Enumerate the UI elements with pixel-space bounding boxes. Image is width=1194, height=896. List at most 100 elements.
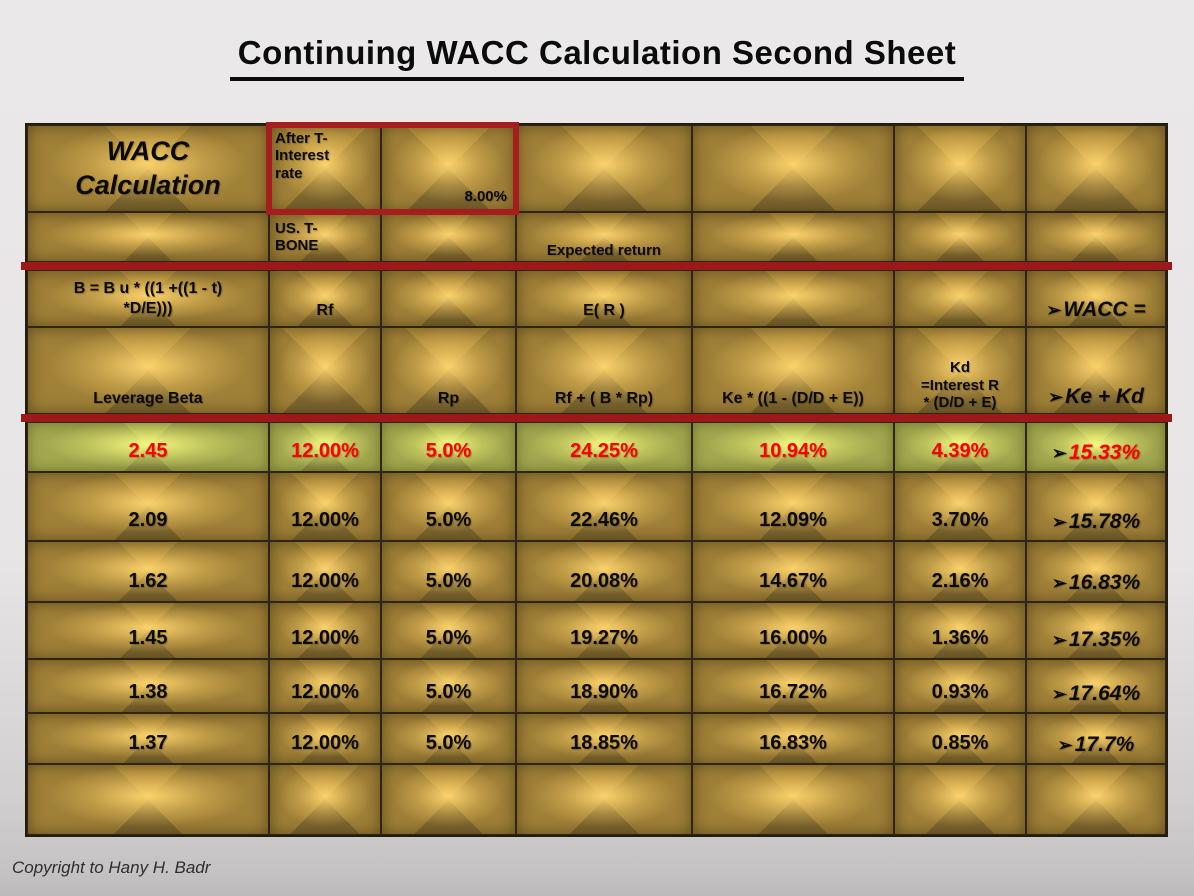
- rp-label-cell: Rp: [381, 327, 516, 414]
- wacc-table: WACC Calculation After T- Interest rate …: [21, 122, 1172, 837]
- rf-value-cell: 12.00%: [269, 541, 381, 602]
- rp-value: 5.0%: [425, 570, 472, 592]
- kd-value: 4.39%: [931, 440, 989, 462]
- rp-value: 5.0%: [425, 627, 472, 649]
- er-value-cell: 18.90%: [516, 659, 692, 713]
- after-t-rate-value-cell: 8.00%: [381, 125, 516, 212]
- ke-value: 14.67%: [759, 570, 827, 592]
- rf-value: 12.00%: [291, 440, 359, 462]
- rp-label: Rp: [437, 389, 460, 407]
- wacc-value: 17.64%: [1068, 682, 1141, 705]
- arrow-bullet-icon: ➢: [1057, 735, 1073, 755]
- kd-formula-label: Kd =Interest R * (D/D + E): [921, 359, 999, 411]
- red-divider-top: [21, 262, 1172, 270]
- ke-value-cell: 16.72%: [692, 659, 894, 713]
- empty-cell: [381, 764, 516, 835]
- us-t-bone-label: US. T- BONE: [275, 219, 319, 254]
- leverage-beta-label-cell: Leverage Beta: [27, 327, 269, 414]
- rp-value-cell: 5.0%: [381, 602, 516, 659]
- beta-value: 1.38: [128, 681, 168, 703]
- copyright-text: Copyright to Hany H. Badr: [12, 858, 211, 877]
- rp-value-cell: 5.0%: [381, 422, 516, 472]
- empty-cell: [1026, 125, 1166, 212]
- ke-value: 16.83%: [759, 732, 827, 754]
- ke-plus-kd-cell: ➢Ke + Kd: [1026, 327, 1166, 414]
- er-value: 22.46%: [570, 509, 638, 531]
- arrow-bullet-icon: ➢: [1051, 512, 1067, 532]
- page-title-text: Continuing WACC Calculation Second Sheet: [229, 34, 965, 81]
- after-t-rate-label: After T- Interest rate: [275, 130, 330, 182]
- wacc-value: 16.83%: [1068, 571, 1141, 594]
- er-value-cell: 20.08%: [516, 541, 692, 602]
- rp-value: 5.0%: [425, 440, 472, 462]
- beta-value-cell: 1.62: [27, 541, 269, 602]
- kd-value: 0.93%: [931, 681, 989, 703]
- rf-label: Rf: [316, 301, 334, 319]
- arrow-bullet-icon: ➢: [1051, 684, 1067, 704]
- wacc-value-cell: ➢15.78%: [1026, 472, 1166, 541]
- wacc-value-cell: ➢15.33%: [1026, 422, 1166, 472]
- after-t-rate-value: 8.00%: [464, 187, 507, 205]
- rp-value-cell: 5.0%: [381, 713, 516, 764]
- expected-return-symbol: E( R ): [583, 301, 625, 319]
- kd-value-cell: 0.85%: [894, 713, 1026, 764]
- empty-cell: [1026, 764, 1166, 835]
- kd-value-cell: 0.93%: [894, 659, 1026, 713]
- ke-value: 16.00%: [759, 627, 827, 649]
- er-value-cell: 22.46%: [516, 472, 692, 541]
- empty-cell: [27, 764, 269, 835]
- beta-value: 1.62: [128, 570, 168, 592]
- kd-value: 0.85%: [931, 732, 989, 754]
- arrow-bullet-icon: ➢: [1051, 630, 1067, 650]
- empty-cell: [894, 125, 1026, 212]
- er-value-cell: 24.25%: [516, 422, 692, 472]
- ke-adjusted-formula-label: Ke * ((1 - (D/D + E)): [722, 389, 864, 407]
- wacc-equals-label: WACC =: [1063, 298, 1146, 321]
- er-value: 18.90%: [570, 681, 638, 703]
- beta-value-cell: 2.45: [27, 422, 269, 472]
- empty-cell: [692, 212, 894, 262]
- er-value: 18.85%: [570, 732, 638, 754]
- ke-value: 16.72%: [759, 681, 827, 703]
- beta-formula-cell: B = B u * ((1 +((1 - t) *D/E))): [27, 270, 269, 327]
- wacc-calculation-label: WACC Calculation: [75, 135, 221, 200]
- kd-value: 2.16%: [931, 570, 989, 592]
- wacc-value: 15.78%: [1068, 510, 1141, 533]
- empty-cell: [894, 270, 1026, 327]
- red-divider-bottom: [21, 414, 1172, 422]
- er-value: 24.25%: [570, 440, 638, 462]
- us-t-bone-cell: US. T- BONE: [269, 212, 381, 262]
- expected-return-symbol-cell: E( R ): [516, 270, 692, 327]
- empty-cell: [381, 270, 516, 327]
- empty-cell: [894, 764, 1026, 835]
- ke-formula-label: Rf + ( B * Rp): [554, 389, 654, 407]
- rf-label-cell: Rf: [269, 270, 381, 327]
- rf-value-cell: 12.00%: [269, 602, 381, 659]
- wacc-value-cell: ➢16.83%: [1026, 541, 1166, 602]
- arrow-bullet-icon: ➢: [1051, 443, 1067, 463]
- kd-value-cell: 4.39%: [894, 422, 1026, 472]
- arrow-bullet-icon: ➢: [1051, 573, 1067, 593]
- empty-cell: [269, 764, 381, 835]
- er-value-cell: 19.27%: [516, 602, 692, 659]
- kd-value: 3.70%: [931, 509, 989, 531]
- beta-value: 2.45: [128, 440, 168, 462]
- empty-cell: [692, 764, 894, 835]
- rp-value-cell: 5.0%: [381, 659, 516, 713]
- rf-value-cell: 12.00%: [269, 713, 381, 764]
- page-title: Continuing WACC Calculation Second Sheet: [0, 34, 1194, 81]
- wacc-value: 15.33%: [1068, 441, 1141, 464]
- kd-value: 1.36%: [931, 627, 989, 649]
- empty-cell: [894, 212, 1026, 262]
- ke-value-cell: 16.83%: [692, 713, 894, 764]
- ke-value-cell: 12.09%: [692, 472, 894, 541]
- expected-return-cell: Expected return: [516, 212, 692, 262]
- ke-adjusted-formula-cell: Ke * ((1 - (D/D + E)): [692, 327, 894, 414]
- kd-value-cell: 1.36%: [894, 602, 1026, 659]
- beta-formula-label: B = B u * ((1 +((1 - t) *D/E))): [73, 280, 223, 317]
- ke-value-cell: 14.67%: [692, 541, 894, 602]
- kd-value-cell: 3.70%: [894, 472, 1026, 541]
- er-value: 19.27%: [570, 627, 638, 649]
- empty-cell: [381, 212, 516, 262]
- empty-cell: [692, 270, 894, 327]
